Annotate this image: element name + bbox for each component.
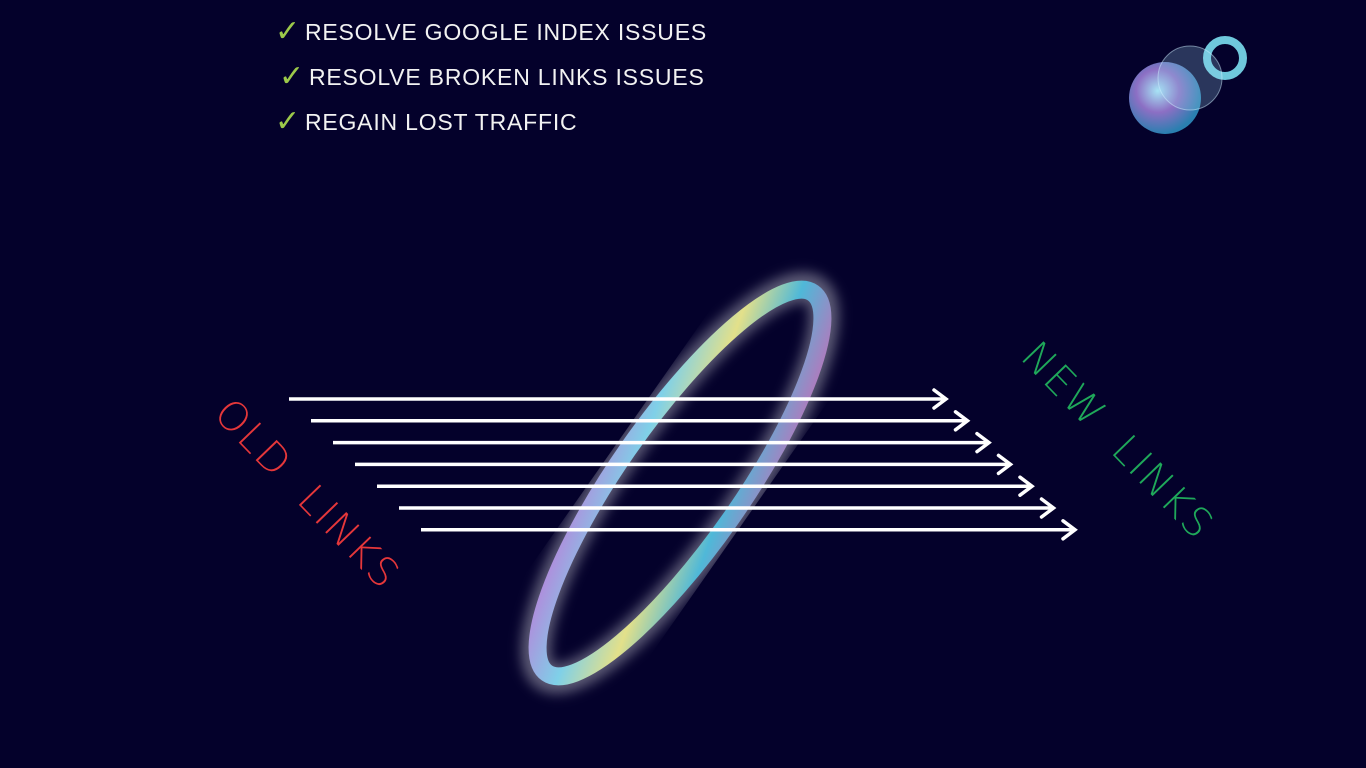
checklist-item-label: RESOLVE GOOGLE INDEX ISSUES	[304, 18, 708, 45]
checklist-item: ✓ REGAIN LOST TRAFFIC	[275, 107, 577, 137]
arrow	[311, 410, 971, 432]
arrow	[333, 431, 992, 454]
checklist-item-label: RESOLVE BROKEN LINKS ISSUES	[308, 63, 705, 90]
checklist-item-label: REGAIN LOST TRAFFIC	[304, 108, 578, 135]
arrow	[399, 497, 1057, 519]
checkmark-icon: ✓	[275, 14, 301, 49]
checkmark-icon: ✓	[279, 59, 305, 94]
bubbles-graphic	[1129, 36, 1247, 134]
arrow	[289, 388, 949, 410]
arrow	[421, 519, 1078, 541]
checkmark-icon: ✓	[275, 104, 301, 139]
arrows-group	[289, 388, 1078, 541]
checklist-item: ✓ RESOLVE GOOGLE INDEX ISSUES	[275, 17, 707, 47]
arrow	[377, 475, 1035, 497]
ring-graphic	[520, 272, 840, 694]
arrow	[355, 453, 1014, 476]
checklist-item: ✓ RESOLVE BROKEN LINKS ISSUES	[279, 62, 705, 92]
